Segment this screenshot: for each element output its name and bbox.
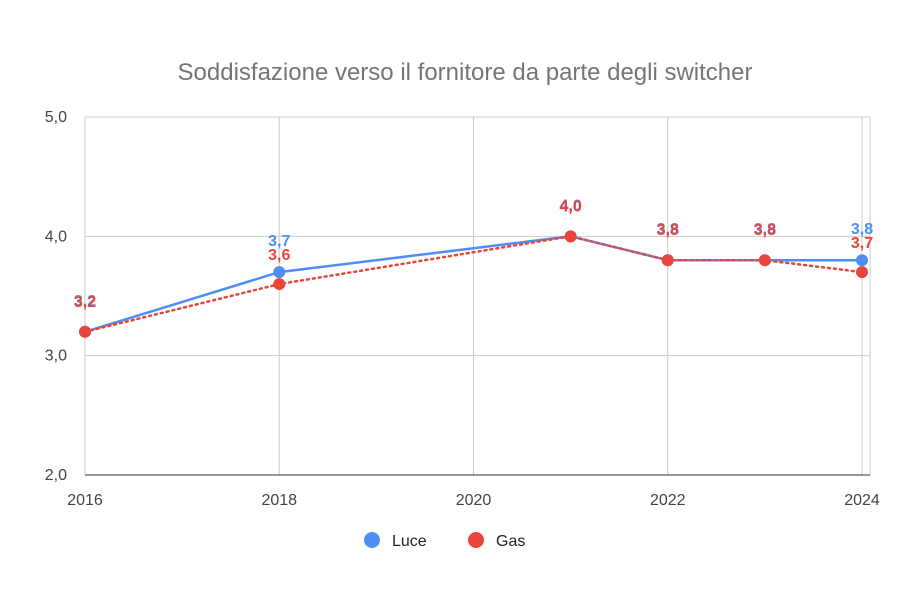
data-point-gas [856, 266, 868, 279]
chart-title: Soddisfazione verso il fornitore da part… [178, 59, 753, 86]
data-label-gas: 3,8 [657, 222, 679, 239]
y-tick-label: 4,0 [45, 228, 67, 245]
data-label-luce: 3,8 [851, 221, 873, 238]
gridlines [84, 116, 871, 475]
data-point-gas [758, 254, 771, 267]
x-tick-label: 2022 [650, 492, 686, 509]
series [79, 230, 868, 338]
x-tick-label: 2016 [67, 492, 103, 509]
legend-label-gas: Gas [496, 533, 525, 550]
data-point-gas [79, 325, 91, 338]
legend-marker-luce [364, 532, 380, 548]
data-point-gas [661, 254, 674, 267]
data-label-luce: 4,0 [560, 197, 582, 214]
y-tick-label: 5,0 [45, 109, 67, 126]
data-label-gas: 3,2 [74, 294, 96, 311]
x-tick-label: 2020 [456, 492, 492, 509]
legend-marker-gas [468, 532, 484, 548]
y-tick-label: 2,0 [45, 467, 67, 484]
data-label-luce: 3,8 [754, 221, 776, 238]
data-point-luce [273, 266, 286, 279]
data-point-gas [564, 230, 577, 243]
data-label-gas: 3,6 [268, 247, 290, 264]
data-label-gas: 3,7 [851, 235, 873, 252]
data-label-luce: 3,2 [74, 293, 96, 310]
series-line-gas [83, 235, 864, 334]
x-tick-label: 2024 [844, 492, 880, 509]
data-label-gas: 3,8 [754, 222, 776, 239]
data-label-gas: 4,0 [560, 198, 582, 215]
data-point-luce [856, 254, 868, 267]
legend-label-luce: Luce [392, 533, 427, 550]
data-label-luce: 3,7 [268, 233, 290, 250]
data-labels: 3,23,74,03,8 3,8 3,83,23,64,03,8 3,83,7 [74, 197, 873, 310]
data-label-luce: 3,8 [657, 221, 679, 238]
x-tick-label: 2018 [261, 492, 297, 509]
y-tick-label: 3,0 [45, 348, 67, 365]
legend: Luce Gas [364, 532, 525, 550]
data-point-gas [273, 278, 286, 291]
axes: 2,0 3,0 4,0 5,0 2016 2018 2020 2022 2024 [45, 109, 880, 509]
